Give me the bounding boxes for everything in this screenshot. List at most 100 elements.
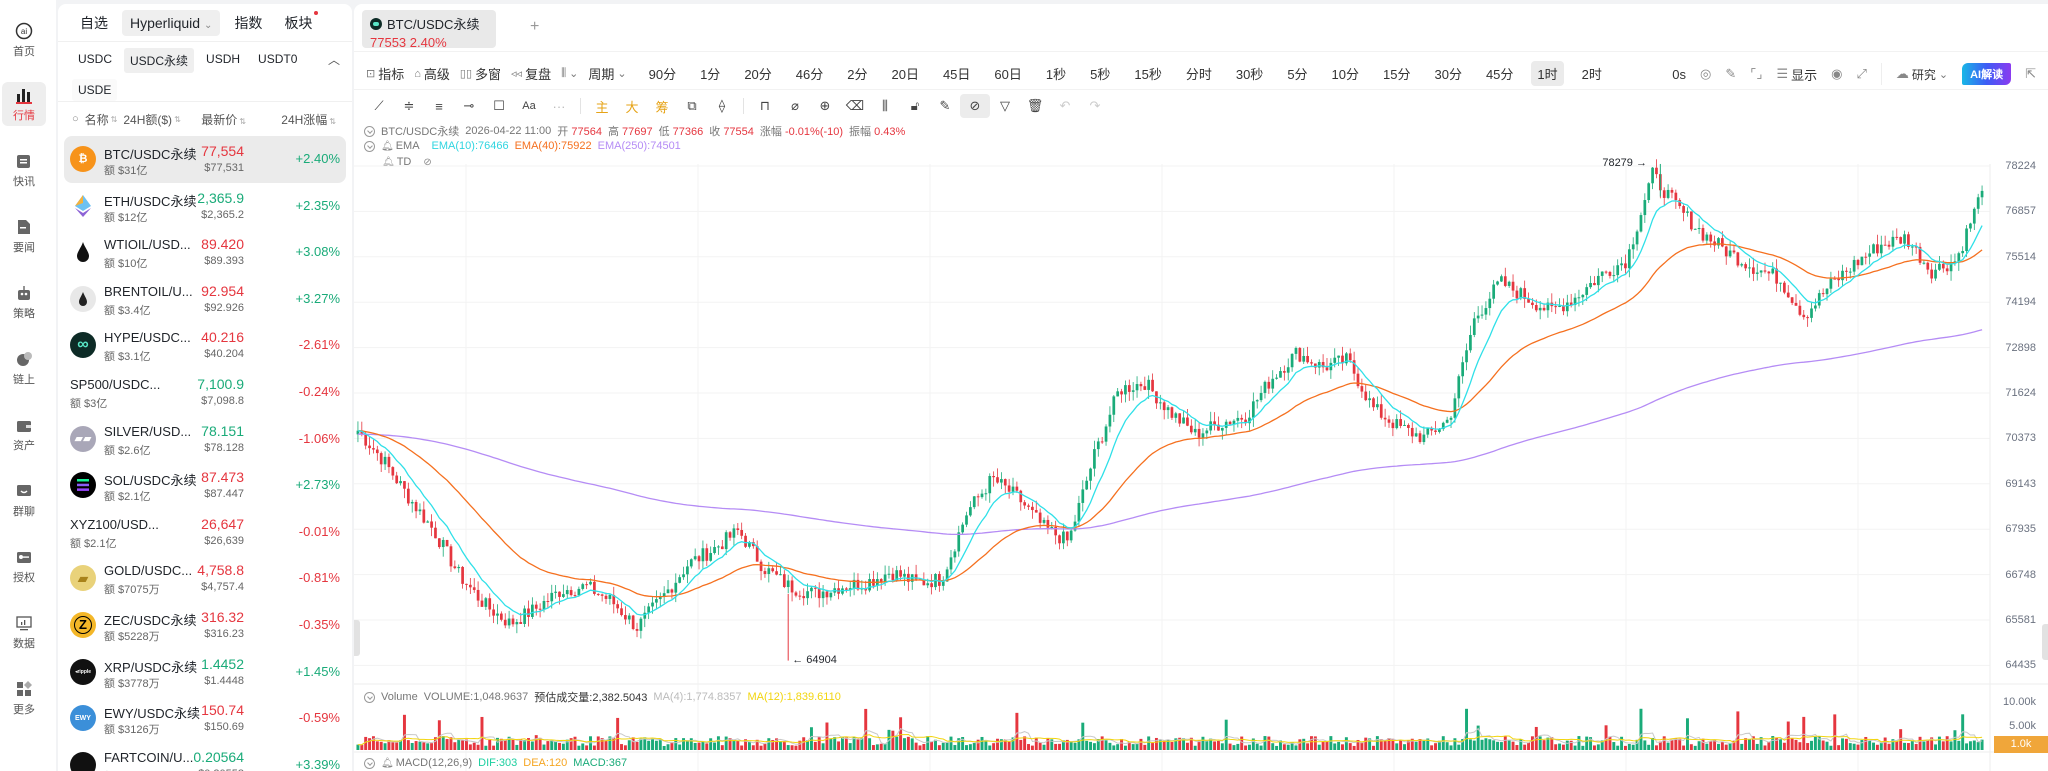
period-7[interactable]: 60日 (994, 67, 1022, 82)
period-1[interactable]: 1分 (700, 67, 721, 82)
market-row[interactable]: XYZ100/USD... 额 $2.1亿 26,647 $26,639 -0.01% (64, 509, 346, 556)
magnet-candles-icon[interactable]: ⫼ (882, 98, 888, 113)
quote-tab-2[interactable]: USDH (206, 52, 241, 66)
candle-type-dropdown[interactable]: ⫼ ⌄ (561, 67, 578, 80)
collapse-toggle-icon[interactable] (364, 140, 375, 152)
nav-item-7[interactable]: 群聊 (2, 478, 46, 522)
ruler-icon[interactable]: ⌀ (791, 98, 799, 113)
replay-button[interactable]: ◃◃ 复盘 (511, 67, 552, 82)
search-icon[interactable]: ○ (72, 113, 79, 125)
right-scroll-handle[interactable] (2042, 624, 2048, 660)
period-0[interactable]: 90分 (648, 67, 677, 82)
period-17[interactable]: 45分 (1485, 67, 1514, 82)
sort-icon[interactable]: ⇅ (239, 116, 246, 126)
research-dropdown[interactable]: ☁ 研究 ⌄ (1895, 66, 1949, 82)
period-3[interactable]: 46分 (795, 67, 824, 82)
quote-tab-1[interactable]: USDC永续 (124, 48, 195, 73)
nav-item-0[interactable]: ai 首页 (2, 18, 46, 62)
period-18[interactable]: 1时 (1531, 61, 1564, 86)
nav-item-3[interactable]: 要闻 (2, 214, 46, 258)
advanced-button[interactable]: ⌂ 高级 (414, 67, 450, 82)
market-row[interactable]: ▰ GOLD/USDC... 额 $7075万 4,758.8 $4,757.4 -0.8… (64, 555, 346, 602)
share-icon[interactable]: ⇱ (2025, 66, 2036, 81)
more-tools-icon[interactable]: ··· (552, 98, 566, 114)
market-row[interactable]: ETH/USDC永续额 $12亿 2,365.9 $2,365.2 +2.35% (64, 183, 346, 230)
quote-tab-0[interactable]: USDC (78, 52, 113, 66)
text-tool-icon[interactable]: Aa (522, 100, 536, 112)
sort-change[interactable]: 24H涨幅 (281, 112, 328, 127)
big-order-button[interactable]: 大 (625, 99, 639, 115)
nav-item-6[interactable]: 资产 (2, 412, 46, 456)
collapse-chevron-icon[interactable]: ︿ (327, 53, 340, 67)
camera-icon[interactable]: ◎ (1700, 66, 1712, 81)
indicators-button[interactable]: ⊡ 指标 (366, 67, 405, 82)
edit-list-icon[interactable]: ✎ (939, 98, 951, 113)
bell-icon[interactable]: 🔔︎ (381, 140, 394, 152)
sort-volume[interactable]: 24H额($) (123, 112, 173, 127)
rectangle-tool-icon[interactable]: ☐ (493, 98, 505, 113)
panel-collapse-handle[interactable] (354, 620, 360, 656)
nav-item-1[interactable]: 行情 (2, 82, 46, 126)
period-6[interactable]: 45日 (942, 67, 971, 82)
market-row[interactable]: EWY EWY/USDC永续额 $3126万 150.74 $150.69 -0.59% (64, 695, 346, 742)
magnet-icon[interactable]: ⊘ (960, 94, 990, 118)
nav-item-2[interactable]: 快讯 (2, 148, 46, 192)
nav-item-8[interactable]: 授权 (2, 544, 46, 588)
market-row[interactable]: Z ZEC/USDC永续额 $5228万 316.32 $316.23 -0.35% (64, 602, 346, 649)
market-row[interactable]: ▰▰ SILVER/USD... 额 $2.6亿 78.151 $78.128 -1.06… (64, 416, 346, 463)
ai-interpret-button[interactable]: AI解读 (1962, 63, 2012, 85)
settings-icon[interactable]: ◉ (1831, 66, 1843, 81)
market-row[interactable]: SOL/USDC永续额 $2.1亿 87.473 $87.447 +2.73% (64, 462, 346, 509)
bell-icon[interactable]: 🔔︎ (382, 156, 395, 168)
bookmark-icon[interactable]: ⊓ (759, 98, 771, 113)
nav-item-5[interactable]: 链上 (2, 346, 46, 390)
chip-distribution-button[interactable]: 筹 (655, 99, 669, 115)
market-row[interactable]: SP500/USDC... 额 $3亿 7,100.9 $7,098.8 -0.24% (64, 369, 346, 416)
undo-icon[interactable]: ↶ (1059, 98, 1071, 113)
quote-tab-4[interactable]: USDE (72, 79, 118, 101)
horizontal-lines-tool-icon[interactable]: ≡ (435, 98, 443, 114)
collapse-toggle-icon[interactable] (364, 757, 375, 769)
period-10[interactable]: 15秒 (1134, 67, 1162, 82)
erase-icon[interactable]: ⌫ (845, 98, 865, 113)
compare-icon[interactable]: ⧉ (687, 98, 697, 113)
period-14[interactable]: 10分 (1331, 67, 1360, 82)
hidden-eye-icon[interactable]: ⊘ (423, 156, 432, 168)
period-11[interactable]: 分时 (1185, 67, 1212, 82)
market-row[interactable]: ₿ BTC/USDC永续额 $31亿 77,554 $77,531 +2.40% (64, 136, 346, 183)
quote-tab-3[interactable]: USDT0 (258, 52, 298, 66)
market-tab-1[interactable]: Hyperliquid ⌄ (122, 9, 221, 36)
period-4[interactable]: 2分 (847, 67, 868, 82)
market-tab-3[interactable]: 板块 (276, 8, 320, 38)
main-force-button[interactable]: 主 (595, 99, 609, 115)
filter-icon[interactable]: ▽ (1000, 98, 1010, 113)
sort-price[interactable]: 最新价 (201, 112, 238, 127)
period-5[interactable]: 20日 (891, 67, 919, 82)
sort-icon[interactable]: ⇅ (110, 114, 118, 124)
period-2[interactable]: 20分 (744, 67, 772, 82)
add-tab-button[interactable]: + (530, 18, 540, 35)
period-8[interactable]: 1秒 (1045, 67, 1067, 82)
trendline-tool-icon[interactable]: ⟋ (374, 98, 384, 113)
period-13[interactable]: 5分 (1287, 67, 1308, 82)
nav-item-4[interactable]: 策略 (2, 280, 46, 324)
horizontal-ray-tool-icon[interactable]: ⊸ (463, 98, 475, 113)
period-9[interactable]: 5秒 (1090, 67, 1111, 82)
trash-icon[interactable]: 🗑︎ (1026, 98, 1044, 113)
market-tab-0[interactable]: 自选 (72, 8, 116, 38)
market-row[interactable]: BRENTOIL/U... 额 $3.4亿 92.954 $92.926 +3.27% (64, 276, 346, 323)
redo-icon[interactable]: ↷ (1089, 98, 1101, 113)
pen-icon[interactable]: ✎ (1725, 66, 1737, 81)
nav-item-10[interactable]: 更多 (2, 676, 46, 720)
collapse-toggle-icon[interactable] (364, 691, 375, 703)
bell-icon[interactable]: 🔔︎ (381, 757, 394, 769)
period-19[interactable]: 2时 (1581, 67, 1602, 82)
display-button[interactable]: ☰ 显示 (1776, 66, 1818, 83)
period-12[interactable]: 30秒 (1235, 67, 1264, 82)
period-15[interactable]: 15分 (1383, 67, 1411, 82)
nav-item-9[interactable]: 数据 (2, 610, 46, 654)
market-row[interactable]: ∞ HYPE/USDC... 额 $3.1亿 40.216 $40.204 -2.61% (64, 322, 346, 369)
market-row[interactable]: ◂ripple XRP/USDC永续额 $3778万 1.4452 $1.4448 +1… (64, 649, 346, 696)
multi-window-button[interactable]: ▯▯ 多窗 (459, 67, 502, 82)
lock-icon[interactable]: 🔓︎ (910, 98, 920, 113)
